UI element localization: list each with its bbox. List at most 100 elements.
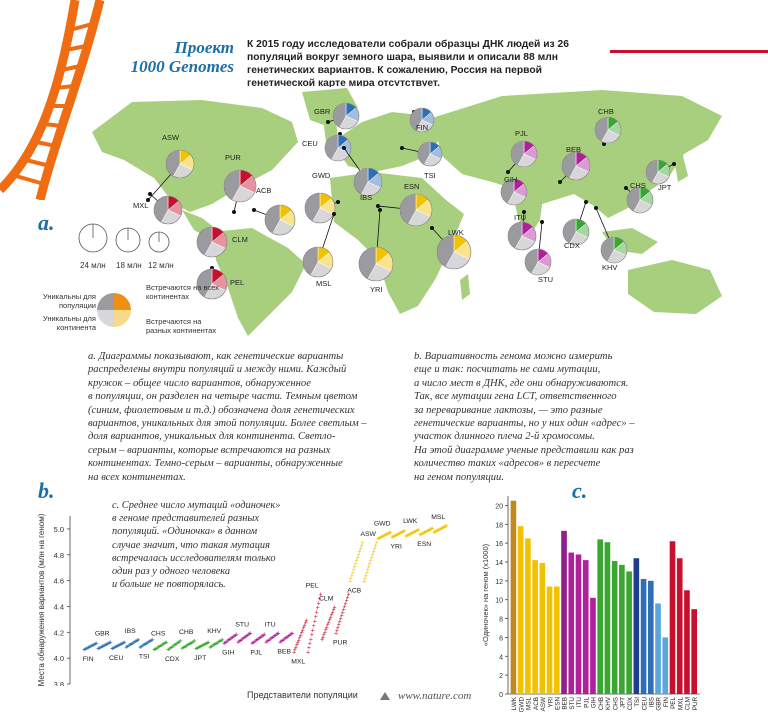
scatter-point: + — [109, 639, 113, 646]
scatter-point: + — [193, 638, 197, 645]
bar-mxl — [676, 558, 683, 694]
scatter-label-cdx: CDX — [165, 656, 180, 663]
bar-clm — [684, 590, 690, 694]
bar-y-tick-label: 10 — [495, 598, 503, 605]
bar-tick-label-chs: CHS — [612, 697, 619, 710]
panel-b-letter: b. — [38, 478, 55, 503]
scatter-point: + — [157, 644, 161, 651]
pie-acb: ACB — [252, 186, 296, 236]
scatter-y-tick-label: 4.4 — [54, 602, 64, 611]
pie-ibs: IBS — [342, 146, 383, 202]
pie-asw: ASW — [146, 133, 195, 202]
pie-gwd: GWD — [304, 171, 340, 224]
scatter-point: + — [97, 645, 101, 652]
scatter-point: + — [389, 530, 393, 537]
scatter-label-beb: BEB — [277, 648, 291, 655]
scatter-point: + — [242, 635, 246, 642]
scatter-point: + — [206, 640, 210, 647]
scatter-point: + — [142, 642, 146, 649]
scatter-point: + — [393, 533, 397, 540]
scatter-point: + — [267, 637, 271, 644]
pie-label-itu: ITU — [514, 213, 526, 222]
bar-tick-label-lwk: LWK — [511, 696, 518, 710]
scatter-point: + — [155, 645, 159, 652]
scatter-point: + — [307, 645, 311, 652]
scatter-point: + — [151, 637, 155, 644]
scatter-point: + — [425, 529, 429, 536]
scatter-point: + — [240, 637, 244, 644]
bar-y-tick-label: 16 — [495, 541, 503, 548]
scatter-point: + — [359, 546, 363, 553]
scatter-point: + — [345, 598, 349, 605]
bar-tick-label-pel: PEL — [670, 697, 677, 709]
scatter-point: + — [351, 570, 355, 577]
scatter-point: + — [306, 650, 310, 657]
scatter-point: + — [181, 645, 185, 652]
scatter-point: + — [257, 636, 261, 643]
scatter-point: + — [316, 605, 320, 612]
scatter-y-tick-label: 4.6 — [54, 577, 64, 586]
scatter-series-ibs: ++++++++++++++IBS — [124, 628, 141, 652]
scatter-series-pel: ++++++++++++++PEL — [306, 583, 323, 657]
scatter-point: + — [404, 533, 408, 540]
scatter-point: + — [127, 643, 131, 650]
scatter-point: + — [134, 639, 138, 646]
pie-label-asw: ASW — [162, 133, 180, 142]
scatter-point: + — [214, 641, 218, 648]
scatter-point: + — [215, 640, 219, 647]
scatter-point: + — [116, 643, 120, 650]
scatter-point: + — [436, 528, 440, 535]
scatter-point: + — [387, 531, 391, 538]
scatter-point: + — [256, 636, 260, 643]
bar-tick-label-msl: MSL — [526, 697, 533, 710]
pie-tsi: TSI — [400, 141, 443, 180]
scatter-point: + — [318, 596, 322, 603]
scatter-point: + — [178, 639, 182, 646]
pie-label-stu: STU — [538, 275, 553, 284]
scatter-point: + — [273, 633, 277, 640]
scatter-point: + — [377, 535, 381, 542]
scatter-point: + — [263, 632, 267, 639]
scatter-point: + — [107, 640, 111, 647]
scatter-point: + — [117, 642, 121, 649]
scatter-point: + — [99, 644, 103, 651]
scatter-point: + — [158, 644, 162, 651]
bar-y-tick-label: 8 — [499, 617, 503, 624]
pie-label-ceu: CEU — [302, 139, 318, 148]
scatter-point: + — [96, 646, 100, 653]
scatter-point: + — [106, 641, 110, 648]
scatter-point: + — [424, 529, 428, 536]
scatter-point: + — [283, 636, 287, 643]
scatter-point: + — [220, 637, 224, 644]
scatter-point: + — [219, 638, 223, 645]
scatter-point: + — [394, 533, 398, 540]
scatter-series-khv: ++++++++++++++KHV — [207, 628, 224, 652]
bar-tick-label-chb: CHB — [598, 697, 605, 710]
scatter-point: + — [101, 643, 105, 650]
scatter-point: + — [131, 640, 135, 647]
scatter-point: + — [252, 639, 256, 646]
scatter-point: + — [376, 536, 380, 543]
scatter-point: + — [406, 532, 410, 539]
scatter-point: + — [83, 647, 87, 654]
scatter-point: + — [278, 639, 282, 646]
scatter-label-pel: PEL — [306, 583, 319, 590]
bar-pjl — [582, 560, 589, 694]
scatter-point: + — [329, 614, 333, 621]
pie-gbr: GBR — [314, 102, 360, 130]
scatter-point: + — [160, 642, 164, 649]
scatter-point: + — [231, 634, 235, 641]
pie-label-mxl: MXL — [133, 201, 148, 210]
scatter-point: + — [420, 531, 424, 538]
scatter-point: + — [280, 638, 284, 645]
scatter-point: + — [344, 600, 348, 607]
scatter-point: + — [128, 642, 132, 649]
scatter-point: + — [335, 627, 339, 634]
scatter-point: + — [390, 535, 394, 542]
scatter-point: + — [397, 531, 401, 538]
scatter-series-asw: ++++++++++++++ASW — [360, 531, 378, 586]
scatter-point: + — [285, 634, 289, 641]
scatter-point: + — [164, 640, 168, 647]
scatter-label-chs: CHS — [151, 630, 166, 637]
scatter-point: + — [369, 558, 373, 565]
